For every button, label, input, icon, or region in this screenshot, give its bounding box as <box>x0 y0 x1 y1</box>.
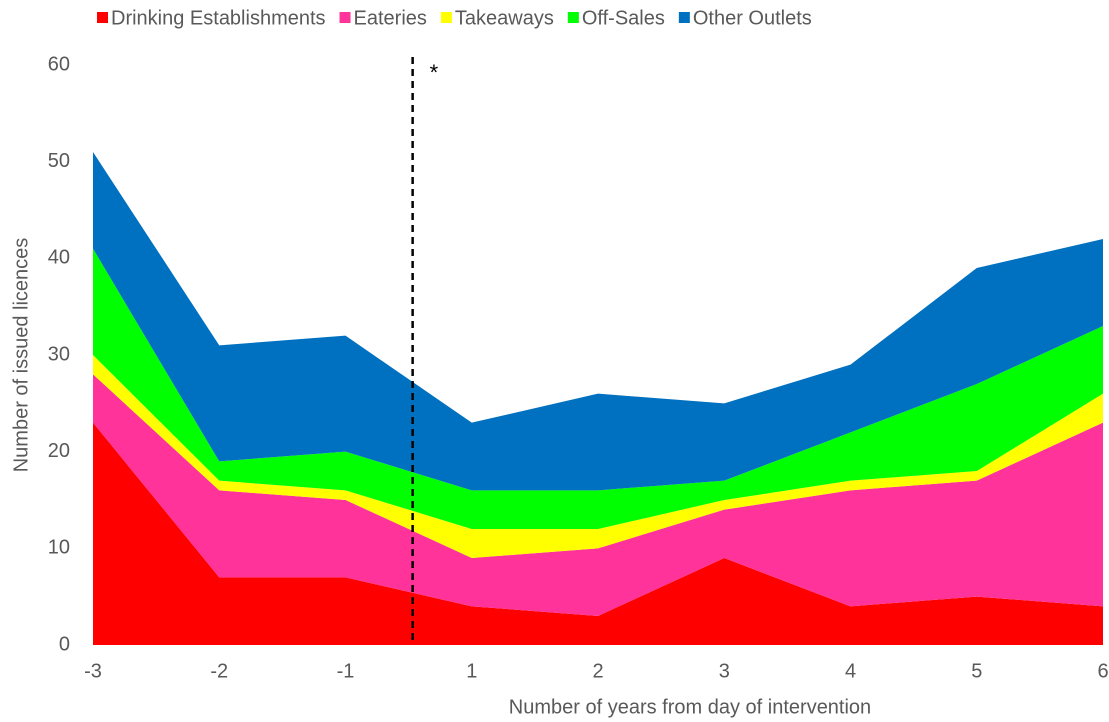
y-tick-label: 60 <box>48 53 70 75</box>
y-tick-label: 40 <box>48 247 70 269</box>
legend-swatch <box>678 12 690 23</box>
x-tick-label: 5 <box>971 660 982 682</box>
legend-label: Eateries <box>354 7 427 29</box>
legend-label: Drinking Establishments <box>111 7 326 29</box>
y-tick-label: 50 <box>48 150 70 172</box>
y-tick-label: 20 <box>48 440 70 462</box>
legend-swatch <box>440 12 452 23</box>
legend-label: Off-Sales <box>582 7 665 29</box>
x-tick-label: -2 <box>210 660 228 682</box>
legend-swatch <box>567 12 579 23</box>
legend-label: Takeaways <box>455 7 554 29</box>
x-tick-label: 1 <box>466 660 477 682</box>
area <box>93 374 1103 616</box>
legend-label: Other Outlets <box>693 7 812 29</box>
legend-swatch <box>339 12 351 23</box>
x-tick-label: 4 <box>845 660 856 682</box>
legend-swatch <box>97 12 108 23</box>
x-tick-label: 2 <box>592 660 603 682</box>
x-tick-label: 6 <box>1097 660 1108 682</box>
area <box>93 422 1103 645</box>
x-tick-label: 3 <box>719 660 730 682</box>
y-tick-label: 0 <box>59 633 70 655</box>
x-tick-label: -1 <box>337 660 355 682</box>
x-axis-title: Number of years from day of intervention <box>509 696 871 718</box>
annotation: * <box>430 60 439 85</box>
y-axis-title: Number of issued licences <box>10 238 32 473</box>
x-tick-label: -3 <box>84 660 102 682</box>
area <box>93 248 1103 529</box>
y-tick-label: 10 <box>48 537 70 559</box>
y-tick-label: 30 <box>48 343 70 365</box>
area <box>93 152 1103 491</box>
